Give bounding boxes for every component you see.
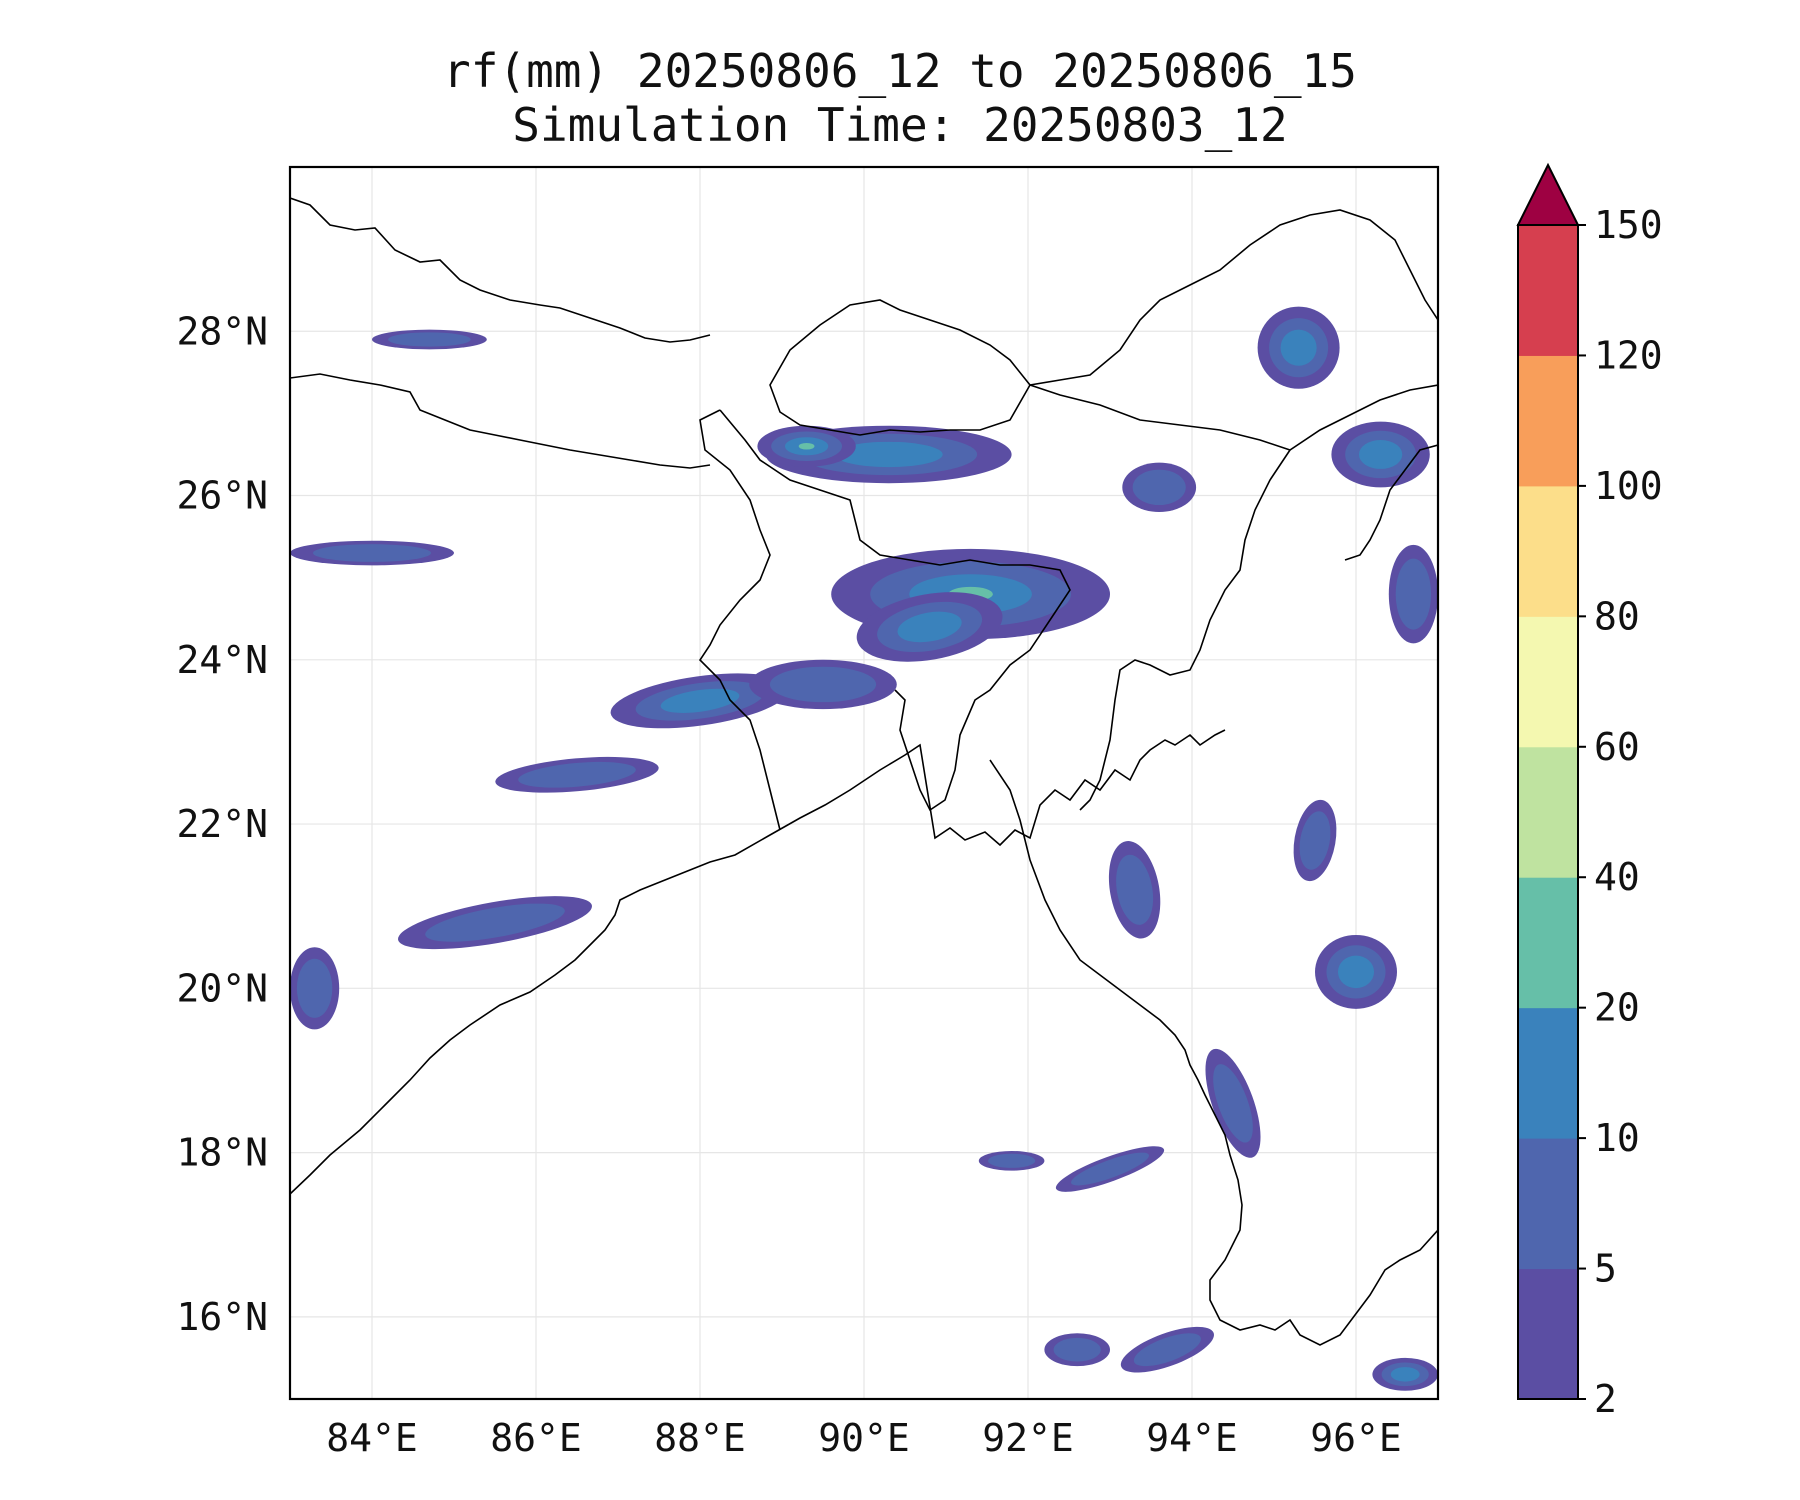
y-tick-label: 26°N bbox=[176, 474, 268, 518]
y-tick-label: 20°N bbox=[176, 966, 268, 1010]
bangladesh-border bbox=[719, 409, 1071, 812]
colorbar-segment bbox=[1518, 225, 1578, 356]
colorbar-tick-label: 2 bbox=[1594, 1377, 1617, 1421]
colorbar-tick-label: 10 bbox=[1594, 1116, 1640, 1160]
colorbar-segment bbox=[1518, 1268, 1578, 1400]
rain-contour bbox=[425, 903, 565, 942]
y-tick-label: 24°N bbox=[176, 638, 268, 682]
rain-contour bbox=[1358, 440, 1403, 469]
rain-contour bbox=[987, 1153, 1036, 1168]
colorbar-segment bbox=[1518, 746, 1578, 878]
colorbar-tick-label: 100 bbox=[1594, 464, 1663, 508]
y-tick-label: 18°N bbox=[176, 1131, 268, 1175]
myanmar-coastline bbox=[989, 759, 1438, 1346]
assam-border bbox=[1029, 209, 1438, 386]
rain-contour bbox=[834, 441, 943, 468]
rain-contour bbox=[1053, 1337, 1101, 1362]
colorbar-segment bbox=[1518, 877, 1578, 1009]
colorbar-tick-label: 20 bbox=[1594, 986, 1640, 1030]
rain-contour bbox=[296, 958, 333, 1018]
east-india-coastline bbox=[290, 729, 1226, 1195]
arunachal-south-border bbox=[1029, 384, 1438, 451]
y-tick-label: 16°N bbox=[176, 1295, 268, 1339]
colorbar-tick-label: 40 bbox=[1594, 855, 1640, 899]
rain-contour bbox=[1071, 1152, 1149, 1186]
rain-contour bbox=[1395, 558, 1432, 630]
colorbar-segment bbox=[1518, 616, 1578, 748]
x-tick-label: 94°E bbox=[1146, 1416, 1238, 1460]
colorbar-segment bbox=[1518, 355, 1578, 487]
x-tick-label: 90°E bbox=[818, 1416, 910, 1460]
colorbar-segment bbox=[1518, 1138, 1578, 1270]
rain-contour bbox=[769, 666, 877, 703]
rainfall-areas bbox=[290, 306, 1438, 1391]
x-tick-label: 86°E bbox=[490, 1416, 582, 1460]
x-tick-label: 88°E bbox=[654, 1416, 746, 1460]
axis-ticks: 84°E 86°E 88°E 90°E 92°E 94°E 96°E 16°N 18°N 20°N… bbox=[176, 309, 1401, 1460]
myanmar-border bbox=[1079, 449, 1291, 811]
y-tick-label: 22°N bbox=[176, 802, 268, 846]
coastlines-borders bbox=[290, 197, 1438, 1346]
x-tick-label: 96°E bbox=[1310, 1416, 1402, 1460]
nepal-south-border bbox=[290, 373, 711, 469]
colorbar-frame bbox=[1517, 224, 1579, 1400]
title-line-1: rf(mm) 20250806_12 to 20250806_15 bbox=[443, 44, 1357, 98]
colorbar-segment bbox=[1518, 485, 1578, 617]
rain-contour bbox=[1337, 955, 1375, 989]
map-frame bbox=[288, 165, 1440, 1401]
rain-contour bbox=[1133, 1333, 1201, 1367]
rain-contour bbox=[897, 611, 962, 643]
colorbar: 2 5 10 20 40 60 80 100 120 150 bbox=[1516, 162, 1663, 1421]
rain-contour bbox=[1116, 854, 1154, 925]
rain-contour bbox=[518, 761, 636, 788]
gridlines bbox=[290, 167, 1438, 1399]
x-tick-label: 92°E bbox=[982, 1416, 1074, 1460]
rain-contour bbox=[1299, 811, 1331, 870]
rain-contour bbox=[660, 688, 740, 713]
colorbar-tick-label: 150 bbox=[1594, 203, 1663, 247]
nepal-border bbox=[290, 197, 711, 343]
rain-contour bbox=[1213, 1064, 1253, 1143]
rain-contour bbox=[1132, 469, 1186, 506]
colorbar-tick-label: 120 bbox=[1594, 333, 1663, 377]
rain-contour bbox=[312, 544, 432, 562]
colorbar-segment bbox=[1518, 1007, 1578, 1139]
myanmar-east-border bbox=[1344, 444, 1438, 561]
rain-contour bbox=[1280, 329, 1317, 366]
west-bengal-border bbox=[698, 409, 781, 831]
rain-contour bbox=[388, 332, 471, 347]
rain-contour bbox=[1390, 1367, 1420, 1382]
colorbar-tick-label: 60 bbox=[1594, 725, 1640, 769]
colorbar-tick-label: 5 bbox=[1594, 1247, 1617, 1291]
colorbar-extend-arrow bbox=[1516, 162, 1580, 226]
x-tick-label: 84°E bbox=[326, 1416, 418, 1460]
colorbar-tick-label: 80 bbox=[1594, 594, 1640, 638]
title-line-2: Simulation Time: 20250803_12 bbox=[512, 98, 1288, 152]
y-tick-label: 28°N bbox=[176, 309, 268, 353]
rain-contour bbox=[798, 442, 815, 450]
